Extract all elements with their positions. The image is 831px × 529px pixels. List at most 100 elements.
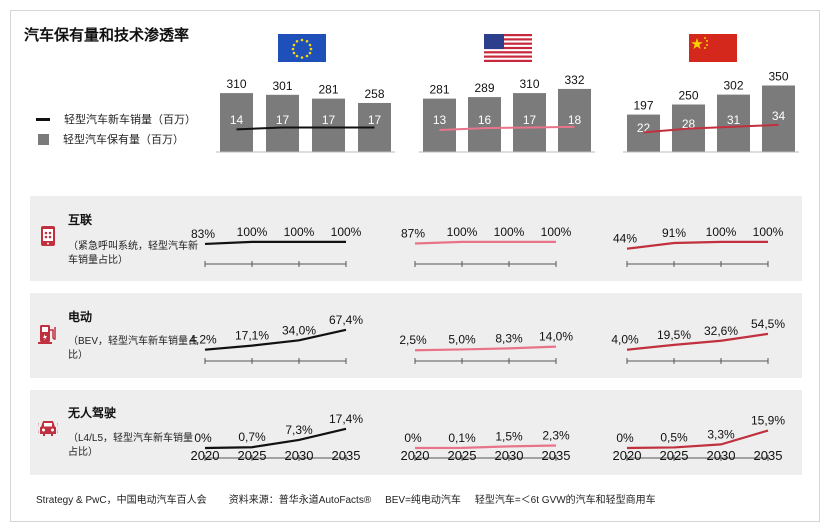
bar-inner-label: 14 [230, 113, 244, 127]
trend-point-label: 7,3% [285, 423, 313, 437]
eu-flag-icon [278, 34, 326, 62]
bar-value-label: 302 [723, 79, 743, 93]
trend-point-label: 34,0% [282, 323, 316, 337]
trend-point-label: 17,4% [329, 412, 363, 426]
row-subtitle-autonomous: （L4/L5，轻型汽车新车销量占比） [68, 433, 194, 458]
trend-line-china [626, 429, 769, 450]
ev-charger-icon [38, 325, 56, 344]
footer-source-note: Strategy & PwC，中国电动汽车百人会 资料来源：普华永道AutoFa… [36, 495, 656, 506]
panel-connected [30, 196, 802, 281]
year-label-us: 2025 [447, 448, 477, 463]
trend-point-label: 87% [401, 226, 425, 240]
bar-china-2030 [717, 94, 750, 152]
year-label-us: 2020 [400, 448, 430, 463]
trend-point-label: 2,3% [542, 428, 570, 442]
trend-point-label: 8,3% [495, 331, 523, 345]
connected-phone-icon [41, 226, 55, 246]
bar-eu-2025 [266, 94, 299, 152]
bar-us-2025 [468, 97, 501, 152]
trend-point-label: 100% [494, 225, 525, 239]
trend-point-label: 19,5% [657, 328, 691, 342]
bar-inner-label: 17 [368, 113, 382, 127]
year-label-china: 2025 [659, 448, 689, 463]
trend-point-label: 0,1% [448, 431, 476, 445]
trend-line-us [414, 240, 556, 245]
panel-electric [30, 293, 802, 378]
legend-bar-swatch [38, 133, 49, 145]
trend-point-label: 17,1% [235, 329, 269, 343]
year-label-china: 2030 [706, 448, 736, 463]
year-label-china: 2020 [612, 448, 642, 463]
bar-value-label: 310 [226, 77, 246, 91]
trend-line-eu [204, 240, 346, 246]
bar-inner-label: 18 [568, 113, 582, 127]
row-title-connected: 互联 [68, 213, 93, 227]
trend-point-label: 83% [191, 227, 215, 241]
legend-line-item: 轻型汽车新车销量（百万） [36, 111, 196, 127]
legend-bar-label: 轻型汽车保有量（百万） [63, 134, 184, 146]
bar-value-label: 258 [364, 87, 384, 101]
year-label-eu: 2035 [331, 448, 361, 463]
bar-us-2030 [513, 93, 546, 152]
row-title-autonomous: 无人驾驶 [68, 406, 117, 420]
trend-point-label: 4,2% [189, 333, 217, 347]
trend-point-label: 3,3% [707, 427, 735, 441]
sales-line-china [643, 123, 779, 134]
bar-value-label: 281 [429, 83, 449, 97]
trend-point-label: 100% [706, 225, 737, 239]
trend-point-label: 100% [284, 225, 315, 239]
trend-point-label: 100% [447, 225, 478, 239]
trend-point-label: 14,0% [539, 330, 573, 344]
legend-line-label: 轻型汽车新车销量（百万） [64, 114, 196, 126]
year-label-us: 2030 [494, 448, 524, 463]
trend-point-label: 0% [616, 431, 634, 445]
trend-line-china [626, 332, 769, 351]
bar-eu-2030 [312, 98, 345, 152]
bar-inner-label: 13 [433, 113, 447, 127]
bar-china-2020 [627, 114, 660, 152]
trend-point-label: 1,5% [495, 429, 523, 443]
trend-point-label: 67,4% [329, 313, 363, 327]
bar-us-2020 [423, 98, 456, 152]
bar-inner-label: 31 [727, 113, 741, 127]
trend-point-label: 0% [404, 431, 422, 445]
bar-value-label: 310 [519, 77, 539, 91]
autonomous-car-icon [38, 421, 58, 436]
bar-value-label: 332 [564, 73, 584, 87]
trend-line-eu [204, 427, 347, 450]
trend-point-label: 100% [541, 225, 572, 239]
year-label-eu: 2020 [190, 448, 220, 463]
bar-value-label: 289 [474, 81, 494, 95]
trend-point-label: 100% [237, 225, 268, 239]
trend-point-label: 0% [194, 431, 212, 445]
bar-china-2035 [762, 85, 795, 152]
bar-inner-label: 17 [276, 113, 290, 127]
trend-line-china [626, 240, 768, 250]
trend-point-label: 4,0% [611, 333, 639, 347]
year-label-eu: 2030 [284, 448, 314, 463]
year-label-us: 2035 [541, 448, 571, 463]
trend-point-label: 91% [662, 226, 686, 240]
bar-value-label: 301 [272, 79, 292, 93]
bar-value-label: 250 [678, 89, 698, 103]
trend-point-label: 5,0% [448, 332, 476, 346]
trend-point-label: 0,5% [660, 430, 688, 444]
row-subtitle-connected: （紧急呼叫系统，轻型汽车新车销量占比） [68, 241, 198, 266]
bar-inner-label: 17 [523, 113, 537, 127]
row-title-electric: 电动 [68, 310, 93, 324]
us-flag-icon [484, 34, 532, 62]
trend-point-label: 15,9% [751, 414, 785, 428]
bar-us-2035 [558, 88, 591, 152]
bar-inner-label: 34 [772, 109, 786, 123]
bar-value-label: 281 [318, 83, 338, 97]
bar-value-label: 197 [633, 99, 653, 113]
bar-eu-2020 [220, 93, 253, 152]
row-subtitle-electric: （BEV，轻型汽车新车销量占比） [68, 336, 199, 361]
trend-point-label: 100% [753, 225, 784, 239]
legend-bar-item: 轻型汽车保有量（百万） [36, 131, 184, 147]
sales-line-us [439, 125, 575, 131]
trend-point-label: 44% [613, 232, 637, 246]
trend-point-label: 0,7% [238, 430, 266, 444]
china-flag-icon [689, 34, 737, 62]
